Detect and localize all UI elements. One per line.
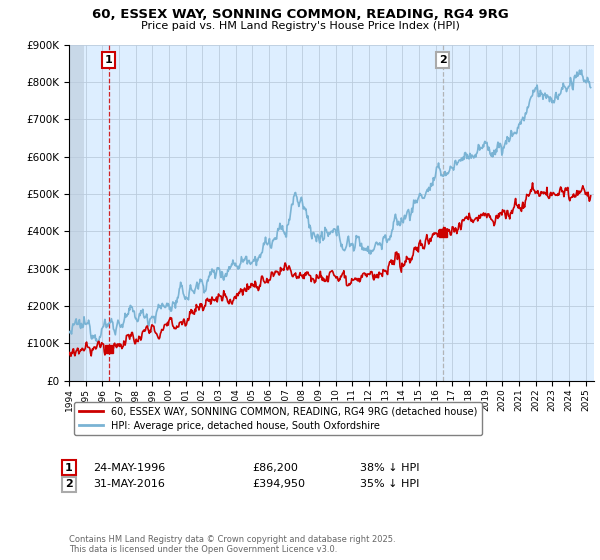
Text: 31-MAY-2016: 31-MAY-2016: [93, 479, 165, 489]
Text: 1: 1: [105, 55, 113, 65]
Text: Contains HM Land Registry data © Crown copyright and database right 2025.
This d: Contains HM Land Registry data © Crown c…: [69, 535, 395, 554]
Text: £86,200: £86,200: [252, 463, 298, 473]
Text: £394,950: £394,950: [252, 479, 305, 489]
Text: 2: 2: [65, 479, 73, 489]
Text: 2: 2: [439, 55, 446, 65]
Text: 35% ↓ HPI: 35% ↓ HPI: [360, 479, 419, 489]
Text: 60, ESSEX WAY, SONNING COMMON, READING, RG4 9RG: 60, ESSEX WAY, SONNING COMMON, READING, …: [92, 8, 508, 21]
Bar: [69, 45, 85, 381]
Text: 24-MAY-1996: 24-MAY-1996: [93, 463, 165, 473]
Text: Price paid vs. HM Land Registry's House Price Index (HPI): Price paid vs. HM Land Registry's House …: [140, 21, 460, 31]
Text: 1: 1: [65, 463, 73, 473]
Legend: 60, ESSEX WAY, SONNING COMMON, READING, RG4 9RG (detached house), HPI: Average p: 60, ESSEX WAY, SONNING COMMON, READING, …: [74, 402, 482, 436]
Text: 38% ↓ HPI: 38% ↓ HPI: [360, 463, 419, 473]
